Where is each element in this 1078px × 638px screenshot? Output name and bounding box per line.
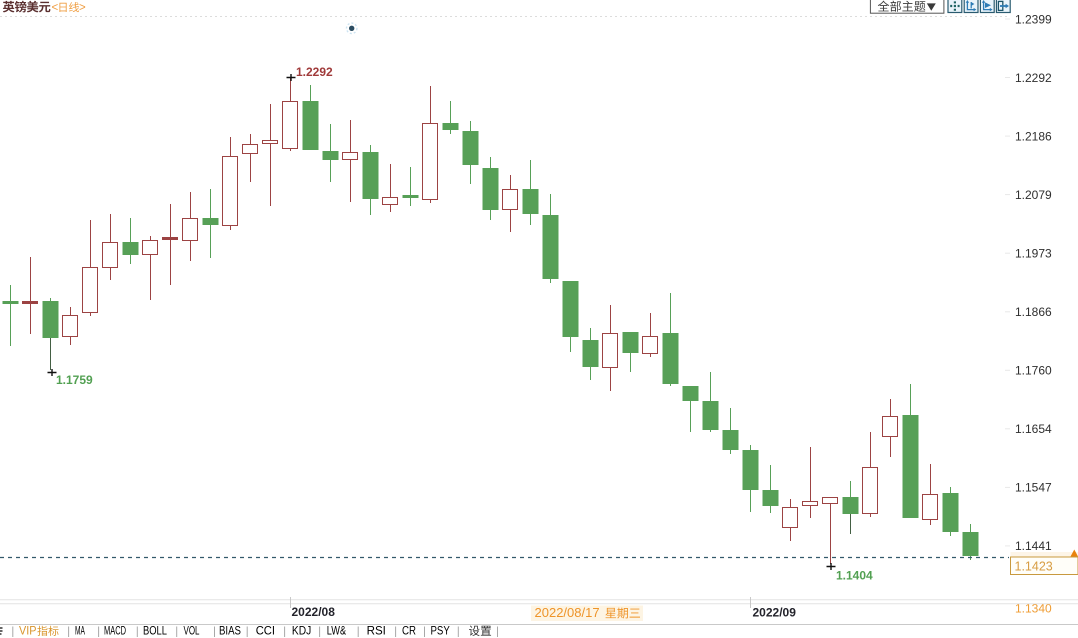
svg-text:1.2292: 1.2292 xyxy=(1015,71,1052,85)
svg-text:KDJ: KDJ xyxy=(292,624,311,638)
svg-text:1.1547: 1.1547 xyxy=(1015,481,1052,495)
svg-text:1.1441: 1.1441 xyxy=(1015,539,1052,553)
svg-text:VIP: VIP xyxy=(19,624,37,638)
svg-text:1.1760: 1.1760 xyxy=(1015,364,1052,378)
svg-text:MACD: MACD xyxy=(104,624,126,638)
svg-text:1.1759: 1.1759 xyxy=(56,373,93,387)
svg-text:LW&: LW& xyxy=(327,624,346,638)
svg-text:1.1340: 1.1340 xyxy=(1015,602,1052,616)
svg-text:MA: MA xyxy=(75,624,85,638)
svg-text:CCI: CCI xyxy=(256,624,275,638)
svg-text:1.2079: 1.2079 xyxy=(1015,188,1052,202)
svg-text:1.1423: 1.1423 xyxy=(1015,560,1053,574)
svg-text:1.1866: 1.1866 xyxy=(1015,305,1052,319)
svg-text:>: > xyxy=(79,2,86,14)
svg-text:2022/08: 2022/08 xyxy=(292,605,336,619)
svg-text:CR: CR xyxy=(402,624,416,638)
svg-text:<: < xyxy=(52,2,59,14)
svg-text:VOL: VOL xyxy=(184,624,200,638)
svg-text:BOLL: BOLL xyxy=(143,624,167,638)
svg-text:BIAS: BIAS xyxy=(219,624,241,638)
svg-text:1.2399: 1.2399 xyxy=(1015,12,1052,26)
svg-text:1.1654: 1.1654 xyxy=(1015,422,1052,436)
svg-text:RSI: RSI xyxy=(367,624,386,638)
svg-text:PSY: PSY xyxy=(431,624,450,638)
svg-text:1.1973: 1.1973 xyxy=(1015,247,1052,261)
svg-text:1.2292: 1.2292 xyxy=(296,65,333,79)
svg-text:2022/08/17: 2022/08/17 xyxy=(535,605,600,620)
svg-text:2022/09: 2022/09 xyxy=(753,606,797,620)
svg-text:1.1404: 1.1404 xyxy=(836,569,873,583)
svg-text:1.2186: 1.2186 xyxy=(1015,129,1052,143)
